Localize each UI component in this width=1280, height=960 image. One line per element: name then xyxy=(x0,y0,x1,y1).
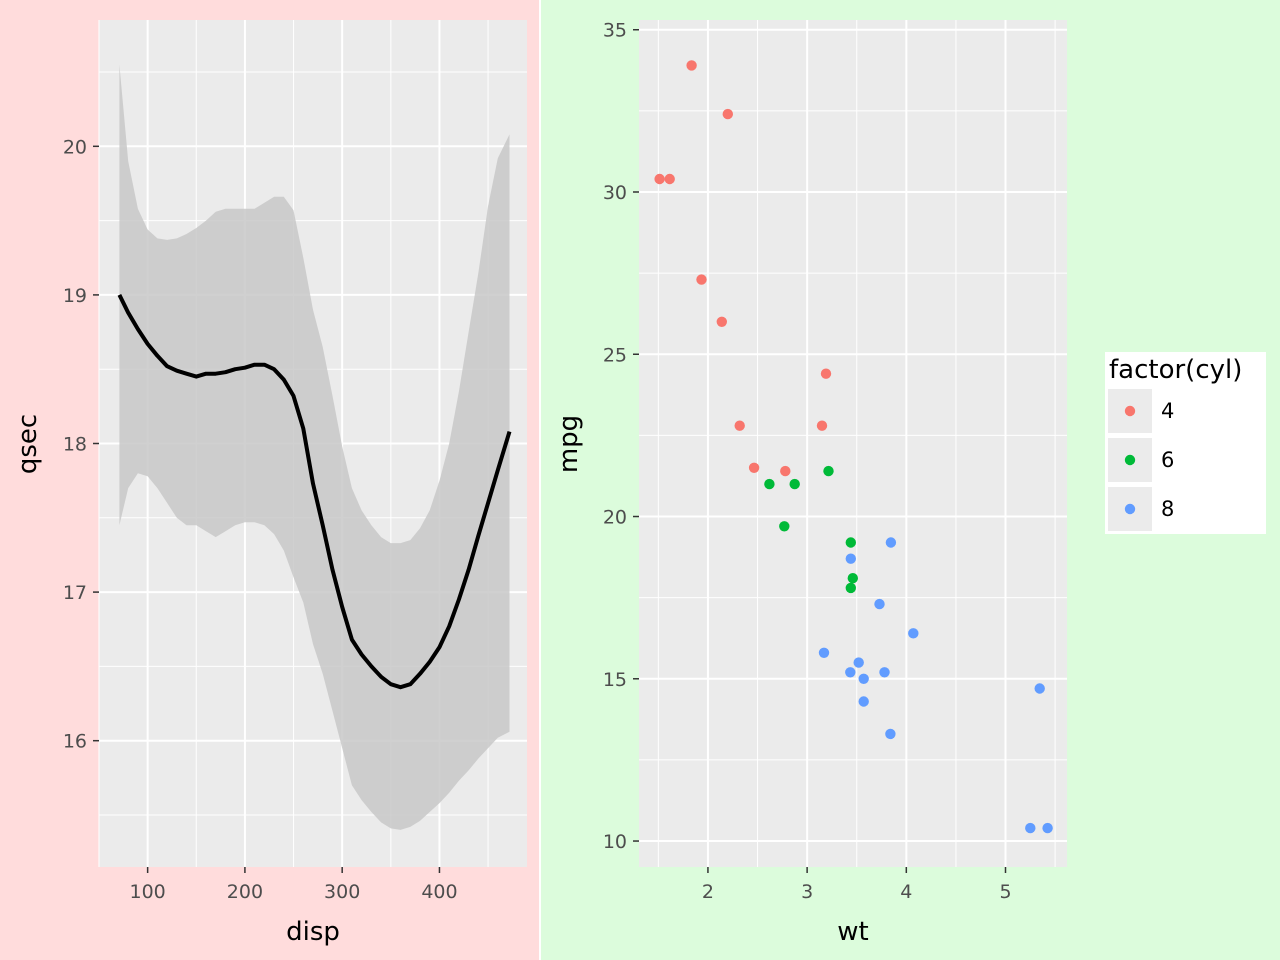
left-axis-ticks: 100 200 300 400 16 17 18 19 20 xyxy=(63,136,458,903)
scatter-point-cyl-8 xyxy=(845,667,856,678)
scatter-point-cyl-8 xyxy=(885,537,897,548)
left-y-tick-label: 16 xyxy=(63,731,87,753)
right-y-tick-label: 15 xyxy=(603,669,627,691)
scatter-point-cyl-4 xyxy=(722,108,733,120)
right-x-tick-label: 2 xyxy=(702,881,714,903)
scatter-point-cyl-8 xyxy=(858,673,869,684)
right-gridlines xyxy=(639,20,1067,867)
scatter-point-cyl-4 xyxy=(686,60,697,71)
left-x-tick-label: 300 xyxy=(324,881,360,903)
right-panel-background xyxy=(639,20,1067,867)
scatter-point-cyl-6 xyxy=(823,465,834,477)
left-x-axis-title: disp xyxy=(286,917,340,947)
scatter-point-cyl-6 xyxy=(764,478,775,490)
scatter-point-cyl-8 xyxy=(1042,822,1053,834)
scatter-point-cyl-8 xyxy=(1034,683,1045,694)
right-x-tick-label: 5 xyxy=(999,881,1011,903)
scatter-point-cyl-4 xyxy=(748,462,760,473)
scatter-point-cyl-8 xyxy=(853,657,864,668)
scatter-point-cyl-6 xyxy=(789,478,800,490)
right-x-tick-label: 3 xyxy=(801,881,813,903)
left-x-tick-label: 100 xyxy=(130,881,166,903)
left-y-axis-title: qsec xyxy=(13,414,43,474)
scatter-point-cyl-8 xyxy=(885,728,896,740)
left-x-tick-label: 200 xyxy=(227,881,263,903)
scatter-point-cyl-8 xyxy=(845,553,856,564)
right-y-tick-label: 10 xyxy=(603,831,627,853)
scatter-point-cyl-8 xyxy=(858,696,869,707)
right-y-tick-label: 20 xyxy=(603,507,627,529)
scatter-point-cyl-4 xyxy=(780,465,791,477)
scatter-point-cyl-8 xyxy=(1025,822,1036,834)
legend-key-point-6 xyxy=(1124,454,1136,466)
left-y-tick-label: 19 xyxy=(63,285,87,307)
legend-label-4: 4 xyxy=(1161,399,1174,423)
scatter-point-cyl-4 xyxy=(664,173,675,185)
scatter-point-cyl-4 xyxy=(734,420,745,431)
scatter-point-cyl-8 xyxy=(874,598,885,610)
right-y-tick-label: 25 xyxy=(603,344,627,366)
right-axis-ticks: 2 3 4 5 10 15 20 25 30 35 xyxy=(603,20,1012,903)
scatter-point-cyl-6 xyxy=(845,582,856,594)
right-y-axis-title: mpg xyxy=(554,415,584,473)
scatter-point-cyl-4 xyxy=(654,173,665,185)
scatter-point-cyl-4 xyxy=(716,316,727,327)
legend-keys: 4 6 8 xyxy=(1108,389,1174,531)
scatter-point-cyl-8 xyxy=(879,667,890,678)
right-chart: 2 3 4 5 10 15 20 25 30 35 wt mpg factor(cyl) 4 6 8 xyxy=(554,20,1266,947)
left-y-tick-label: 18 xyxy=(63,434,87,456)
right-x-tick-label: 4 xyxy=(900,881,912,903)
legend-title: factor(cyl) xyxy=(1109,355,1242,385)
left-y-tick-label: 17 xyxy=(63,582,87,604)
legend-key-point-8 xyxy=(1124,503,1136,515)
scatter-point-cyl-4 xyxy=(816,420,828,431)
scatter-point-cyl-8 xyxy=(818,647,830,658)
left-chart: 100 200 300 400 16 17 18 19 20 disp qsec xyxy=(13,20,527,947)
right-y-tick-label: 30 xyxy=(603,182,627,204)
right-y-tick-label: 35 xyxy=(603,20,627,42)
scatter-point-cyl-6 xyxy=(779,521,790,532)
left-y-tick-label: 20 xyxy=(63,136,87,158)
legend-label-8: 8 xyxy=(1161,497,1174,521)
right-x-axis-title: wt xyxy=(837,917,868,947)
scatter-point-cyl-4 xyxy=(820,368,832,379)
scatter-point-cyl-8 xyxy=(908,628,919,639)
scatter-point-cyl-6 xyxy=(845,537,856,548)
left-x-tick-label: 400 xyxy=(421,881,457,903)
confidence-ribbon xyxy=(119,64,510,830)
scatter-point-cyl-4 xyxy=(696,274,707,285)
scatter-point-cyl-6 xyxy=(847,573,858,584)
smooth-line xyxy=(117,294,512,690)
legend-label-6: 6 xyxy=(1161,448,1174,472)
legend-key-point-4 xyxy=(1124,405,1136,417)
legend: factor(cyl) 4 6 8 xyxy=(1105,352,1266,534)
scatter-points xyxy=(654,60,1053,834)
